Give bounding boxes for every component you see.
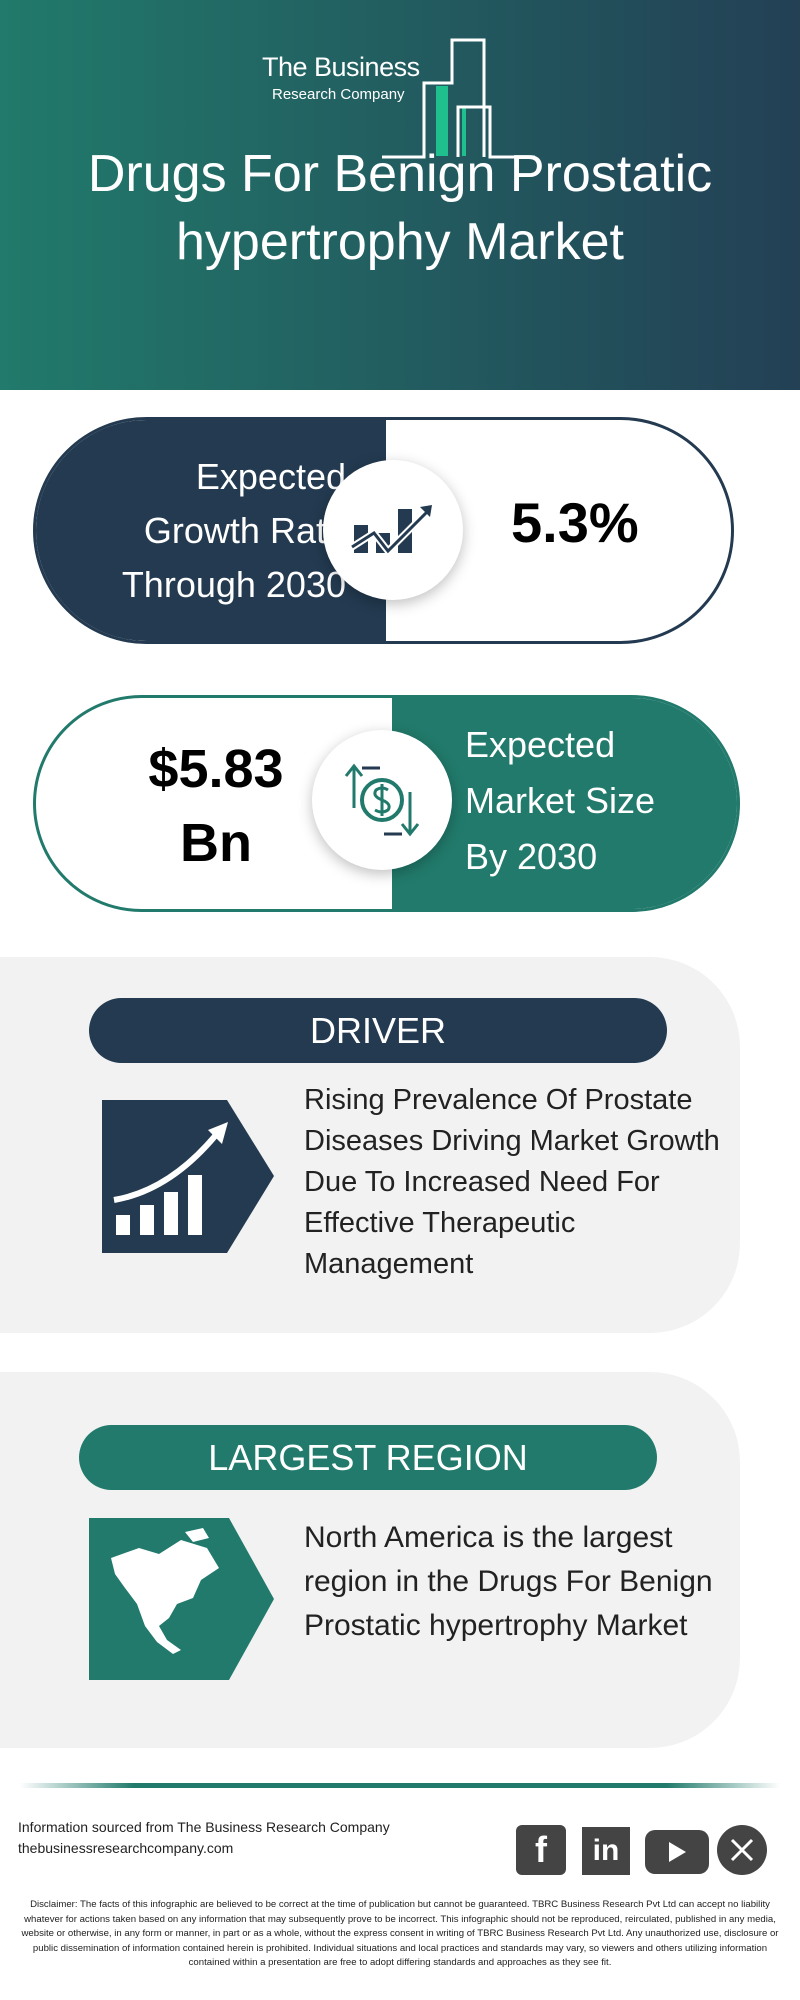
region-heading: LARGEST REGION: [79, 1425, 657, 1490]
disclaimer: Disclaimer: The facts of this infographi…: [21, 1899, 779, 1968]
market-size-label: Expected Market Size By 2030: [465, 717, 655, 885]
label-line: By 2030: [465, 836, 598, 877]
youtube-icon[interactable]: [645, 1830, 709, 1874]
logo-buildings-icon: [382, 38, 535, 159]
label-line: Through 2030: [121, 564, 346, 605]
rising-bar-chart-icon: [102, 1100, 274, 1253]
title-line-2: hypertrophy Market: [176, 213, 624, 271]
region-text: North America is the largest region in t…: [304, 1521, 713, 1642]
dollar-exchange-icon: [312, 730, 452, 870]
growth-chart-icon: [323, 460, 463, 600]
logo-text: The Business: [262, 52, 420, 82]
website-link[interactable]: thebusinessresearchcompany.com: [18, 1840, 234, 1856]
label-line: Expected: [465, 724, 616, 765]
north-america-map-icon: [89, 1518, 274, 1680]
value-line: $5.83: [148, 739, 284, 799]
growth-label: Expected Growth Rate Through 2030: [56, 450, 346, 612]
header-banner: The Business Research Company Drugs For …: [0, 0, 800, 390]
title-line-1: Drugs For Benign Prostatic: [87, 145, 713, 203]
facebook-icon[interactable]: f: [516, 1825, 566, 1875]
label-line: Growth Rate: [143, 510, 346, 551]
x-icon[interactable]: [717, 1825, 767, 1875]
source-text: Information sourced from The Business Re…: [18, 1819, 390, 1835]
growth-rate-value: 5.3%: [511, 491, 639, 554]
page-title: Drugs For Benign Prostatic hypertrophy M…: [0, 140, 800, 276]
label-line: Market Size: [465, 780, 656, 821]
linkedin-icon[interactable]: in: [582, 1827, 630, 1875]
logo-subtext: Research Company: [272, 86, 405, 103]
label-line: Expected: [195, 456, 346, 497]
driver-heading: DRIVER: [89, 998, 667, 1063]
source-info: Information sourced from The Business Re…: [18, 1817, 390, 1859]
driver-text: Rising Prevalence Of Prostate Diseases D…: [304, 1084, 720, 1280]
divider: [20, 1783, 780, 1788]
value-line: Bn: [180, 813, 252, 873]
market-size-value: $5.83 Bn: [116, 732, 316, 880]
